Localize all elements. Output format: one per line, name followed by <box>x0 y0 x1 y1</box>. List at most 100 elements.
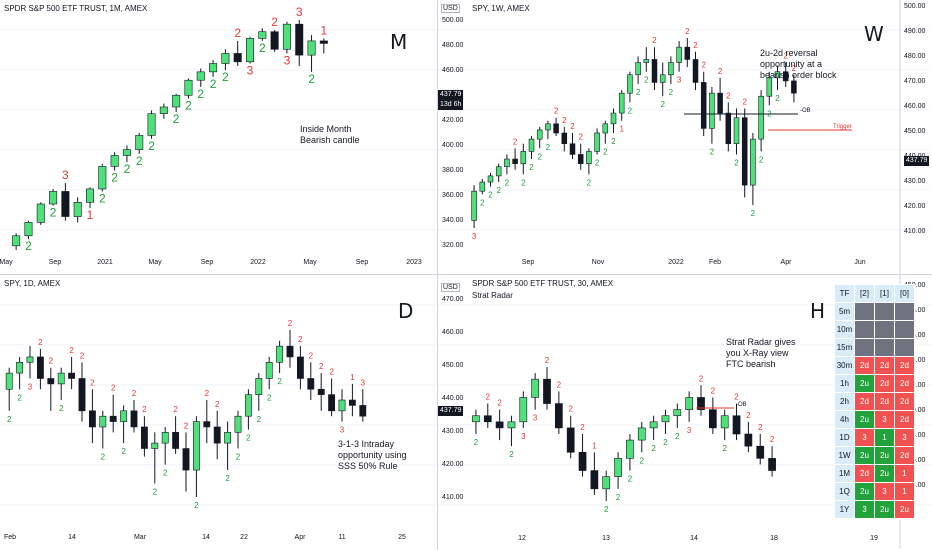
candle-body <box>495 166 502 177</box>
candle: 2 <box>637 421 646 465</box>
candle: 2 <box>98 163 107 205</box>
x-tick-label: Sep <box>356 259 369 266</box>
radar-status-cell <box>874 302 895 321</box>
radar-status-cell <box>874 338 895 357</box>
candle-body <box>504 158 510 168</box>
candle: 2 <box>255 373 263 424</box>
radar-row: 30m 2d 2d 2d <box>834 356 915 375</box>
candle-body <box>203 421 211 428</box>
candle: 3 <box>26 346 34 391</box>
candle-body <box>774 71 781 79</box>
candle: 2 <box>151 432 159 497</box>
right-y-tick-label: 420.00 <box>904 203 926 210</box>
right-y-tick-label: 470.00 <box>904 78 926 85</box>
strat-label: 2 <box>562 116 567 125</box>
strat-label: 2 <box>529 163 534 172</box>
candle: 2 <box>725 91 732 152</box>
candle: 2 <box>147 110 156 153</box>
candle: 2 <box>5 367 13 424</box>
candle-body <box>110 155 119 167</box>
y-tick-label: 420.00 <box>442 117 464 124</box>
candle-body <box>109 415 117 422</box>
candle: 2 <box>57 367 65 413</box>
candle-body <box>120 410 128 422</box>
candle: 2 <box>708 386 717 434</box>
trigger-label: Trigger <box>833 124 852 130</box>
candle: 2 <box>732 393 741 441</box>
radar-timeframe-cell: 2h <box>834 392 855 411</box>
candle: 2 <box>553 107 559 137</box>
candle: 2 <box>172 93 181 126</box>
strat-label: 2 <box>271 15 278 29</box>
panel-weekly: 3222222222222222221222222322222222222222… <box>438 0 932 274</box>
strat-label: 3 <box>247 63 254 77</box>
candle: 2 <box>109 384 117 433</box>
candle-body <box>602 123 609 134</box>
candle-body <box>307 378 315 390</box>
candle-body <box>758 95 764 140</box>
order-block-label: -OB <box>736 402 747 408</box>
candle-body <box>12 235 21 247</box>
candle: 2 <box>791 64 797 103</box>
strat-label: 2 <box>496 186 501 195</box>
strat-label: 2 <box>17 393 22 402</box>
y-tick-label: 420.00 <box>442 461 464 468</box>
radar-status-cell: 3 <box>874 410 895 429</box>
candle-body <box>495 421 504 429</box>
candle-body <box>725 112 732 145</box>
candle-body <box>98 166 107 190</box>
right-y-tick-label: 480.00 <box>904 53 926 60</box>
strat-label: 2 <box>222 70 229 84</box>
candle-body <box>577 154 584 164</box>
strat-label: 2 <box>675 432 680 441</box>
candle-body <box>627 74 633 94</box>
candle: 2 <box>536 126 542 161</box>
candle-body <box>531 378 540 398</box>
candle: 2 <box>47 357 55 411</box>
strat-label: 2 <box>267 393 272 402</box>
panel-title: SPDR S&P 500 ETF TRUST, 1M, AMEX <box>4 4 148 13</box>
right-y-tick-label: 442.00 <box>904 382 926 389</box>
candle-body <box>234 415 242 433</box>
radar-row: 4h 2u 3 2d <box>834 410 915 429</box>
candle-body <box>676 46 682 63</box>
candle-body <box>328 394 336 412</box>
strat-label: 2 <box>329 367 334 376</box>
candle: 2 <box>276 340 284 386</box>
candle-body <box>255 378 263 395</box>
candle-body <box>49 191 58 205</box>
candle: 2 <box>296 335 304 390</box>
candle-body <box>717 92 723 114</box>
candle-body <box>651 59 658 83</box>
candle-body <box>519 397 528 423</box>
indicator-title: Strat Radar <box>472 291 513 300</box>
strat-label: 1 <box>321 23 328 37</box>
radar-timeframe-cell: 1W <box>834 446 855 465</box>
strat-label: 2 <box>153 488 158 497</box>
candle-body <box>295 23 304 56</box>
candle: 3 <box>519 391 528 441</box>
candle-body <box>614 458 622 477</box>
strat-label: 2 <box>718 67 723 76</box>
candle: 2 <box>577 133 584 170</box>
radar-status-cell: 1 <box>874 428 895 447</box>
radar-timeframe-cell: 5m <box>834 302 855 321</box>
candle: 2 <box>566 405 575 459</box>
candle: 2 <box>673 403 682 441</box>
strat-label: 1 <box>87 208 94 222</box>
radar-status-cell: 1 <box>894 464 915 483</box>
panel-title: SPY, 1D, AMEX <box>4 279 61 288</box>
candle-body <box>791 80 797 94</box>
candle: 2 <box>130 389 138 433</box>
radar-timeframe-cell: 1M <box>834 464 855 483</box>
candle-body <box>47 378 55 385</box>
strat-label: 2 <box>99 191 106 205</box>
radar-row: 5m <box>834 302 915 321</box>
radar-status-cell: 1 <box>894 482 915 501</box>
candle: 2 <box>140 405 148 457</box>
radar-status-cell <box>874 320 895 339</box>
radar-status-cell: 2d <box>854 392 875 411</box>
candle: 2 <box>265 356 273 402</box>
candle: 2 <box>483 393 492 428</box>
candle-body <box>566 427 575 453</box>
